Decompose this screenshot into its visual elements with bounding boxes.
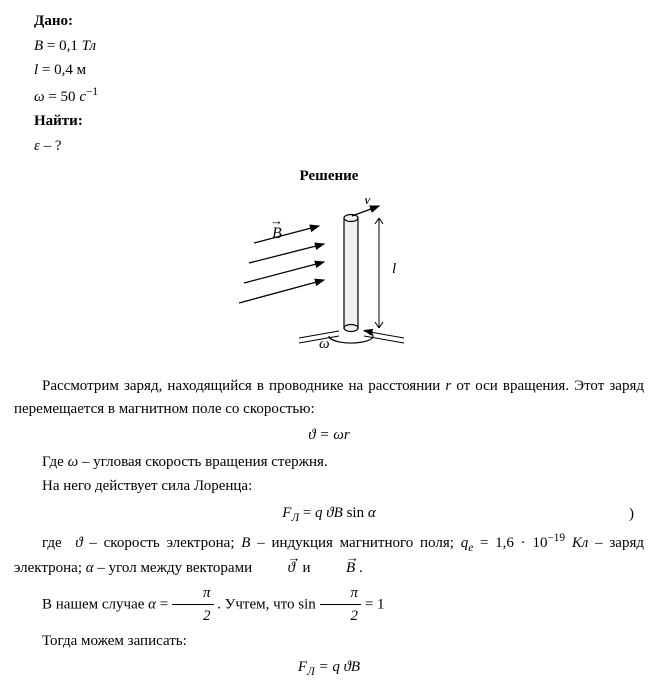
paragraph-4: где ϑ – скорость электрона; B – индукция…	[14, 530, 644, 579]
frac-pi-2-b: π 2	[320, 582, 362, 628]
formula-2-paren: )	[629, 503, 634, 526]
svg-text:ω: ω	[319, 336, 330, 352]
find-line: ε – ?	[34, 135, 644, 158]
frac-den-a: 2	[172, 605, 214, 628]
formula-3: FЛ = q ϑB	[14, 656, 644, 681]
paragraph-3: На него действует сила Лоренца:	[14, 475, 644, 498]
svg-text:→: →	[270, 213, 283, 228]
find-label: Найти:	[34, 110, 644, 133]
solution-title: Решение	[14, 165, 644, 188]
diagram: B→v→lω	[14, 198, 644, 366]
para5-mid: . Учтем, что sin	[217, 596, 319, 612]
paragraph-2: Где ω – угловая скорость вращения стержн…	[14, 451, 644, 474]
given-line-1: l = 0,4 м	[34, 59, 644, 82]
svg-text:v: v	[364, 198, 371, 208]
para5-pre: В нашем случае	[42, 596, 148, 612]
formula-2-row: FЛ = q ϑB sin α )	[14, 502, 644, 527]
paragraph-6: Тогда можем записать:	[14, 630, 644, 653]
given-line-2: ω = 50 с−1	[34, 84, 644, 109]
paragraph-1: Рассмотрим заряд, находящийся в проводни…	[14, 375, 644, 420]
frac-num-b: π	[320, 582, 362, 606]
frac-pi-2-a: π 2	[172, 582, 214, 628]
formula-1: ϑ = ωr	[14, 424, 644, 447]
para5-end: = 1	[365, 596, 385, 612]
frac-num-a: π	[172, 582, 214, 606]
given-line-0: B = 0,1 Тл	[34, 35, 644, 58]
given-label: Дано:	[34, 10, 644, 33]
svg-text:l: l	[392, 261, 396, 277]
paragraph-5: В нашем случае α = π 2 . Учтем, что sin …	[14, 582, 644, 628]
para5-alpha: α =	[148, 596, 172, 612]
formula-2: FЛ = q ϑB sin α	[282, 502, 375, 527]
frac-den-b: 2	[320, 605, 362, 628]
